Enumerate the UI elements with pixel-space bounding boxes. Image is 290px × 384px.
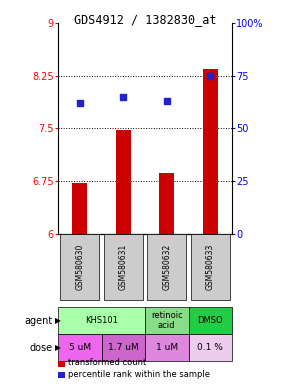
Text: transformed count: transformed count bbox=[68, 358, 146, 367]
Text: GDS4912 / 1382830_at: GDS4912 / 1382830_at bbox=[74, 13, 216, 26]
Text: 0.1 %: 0.1 % bbox=[197, 343, 223, 352]
Text: GSM580633: GSM580633 bbox=[206, 243, 215, 290]
Bar bbox=[159, 172, 174, 234]
Text: dose: dose bbox=[29, 343, 52, 353]
Bar bbox=[203, 69, 218, 234]
FancyBboxPatch shape bbox=[60, 234, 99, 300]
Bar bbox=[72, 183, 87, 234]
Text: GSM580631: GSM580631 bbox=[119, 243, 128, 290]
FancyBboxPatch shape bbox=[147, 234, 186, 300]
Text: 1.7 uM: 1.7 uM bbox=[108, 343, 139, 352]
Point bbox=[77, 100, 82, 106]
Text: 5 uM: 5 uM bbox=[69, 343, 91, 352]
Text: GSM580630: GSM580630 bbox=[75, 243, 84, 290]
Point bbox=[121, 94, 126, 100]
Text: retinoic
acid: retinoic acid bbox=[151, 311, 183, 330]
FancyBboxPatch shape bbox=[104, 234, 143, 300]
Text: agent: agent bbox=[24, 316, 52, 326]
Text: ▶: ▶ bbox=[55, 316, 61, 325]
FancyBboxPatch shape bbox=[191, 234, 230, 300]
Text: ▶: ▶ bbox=[55, 343, 61, 352]
Bar bbox=[116, 131, 131, 234]
Text: GSM580632: GSM580632 bbox=[162, 243, 171, 290]
Text: DMSO: DMSO bbox=[197, 316, 223, 325]
Point bbox=[208, 73, 213, 79]
Point bbox=[164, 98, 169, 104]
Text: percentile rank within the sample: percentile rank within the sample bbox=[68, 370, 210, 379]
Text: 1 uM: 1 uM bbox=[156, 343, 178, 352]
Text: KHS101: KHS101 bbox=[85, 316, 118, 325]
